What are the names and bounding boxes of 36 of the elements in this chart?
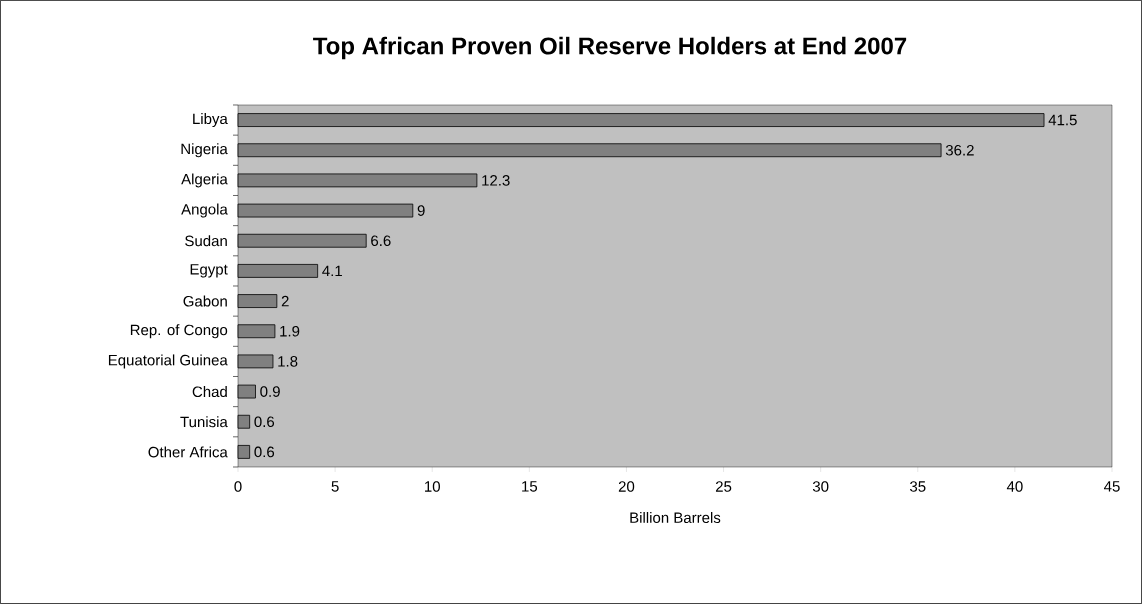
y-tick-label: Gabon xyxy=(183,295,227,307)
data-label: 41.5 xyxy=(1048,114,1077,126)
x-tick-label: 0 xyxy=(234,481,242,492)
data-label: 2 xyxy=(281,295,289,307)
y-tick-label: Angola xyxy=(181,203,228,218)
data-label: 1.8 xyxy=(278,356,298,367)
data-label: 6.6 xyxy=(371,235,391,247)
x-tick-label: 10 xyxy=(425,481,440,492)
data-label: 0.9 xyxy=(260,386,280,397)
x-tick-label: 35 xyxy=(910,481,926,492)
data-label: 12.3 xyxy=(482,175,510,186)
x-tick-label: 25 xyxy=(715,481,732,492)
x-tick-label: 40 xyxy=(1006,481,1023,492)
data-label: 0.6 xyxy=(254,416,275,428)
x-tick-label: 15 xyxy=(522,481,538,492)
chart-title: Top African Proven Oil Reserve Holders at End 2007 xyxy=(313,36,907,60)
x-tick-label: 20 xyxy=(618,481,635,492)
y-tick-label: Libya xyxy=(193,113,228,128)
y-tick-label: Egypt xyxy=(190,264,228,278)
y-tick-label: Sudan xyxy=(185,235,227,247)
y-tick-label: Other Africa xyxy=(148,446,228,458)
y-tick-label: Algeria xyxy=(181,173,228,188)
data-label: 36.2 xyxy=(945,144,974,156)
x-tick-label: 5 xyxy=(331,481,339,492)
x-axis-title: Billion Barrels xyxy=(630,512,721,524)
data-label: 0.6 xyxy=(254,446,275,458)
y-tick-label: Chad xyxy=(192,386,227,398)
x-tick-label: 30 xyxy=(812,481,829,492)
y-tick-label: Equatorial Guinea xyxy=(108,354,228,369)
data-label: 1.9 xyxy=(280,325,300,337)
data-label: 4.1 xyxy=(322,265,342,277)
data-label: 9 xyxy=(417,205,425,216)
x-tick-label: 45 xyxy=(1104,481,1120,492)
y-tick-label: Tunisia xyxy=(180,416,228,428)
y-tick-label: Nigeria xyxy=(181,143,228,158)
y-tick-label: Rep. of Congo xyxy=(130,324,228,339)
